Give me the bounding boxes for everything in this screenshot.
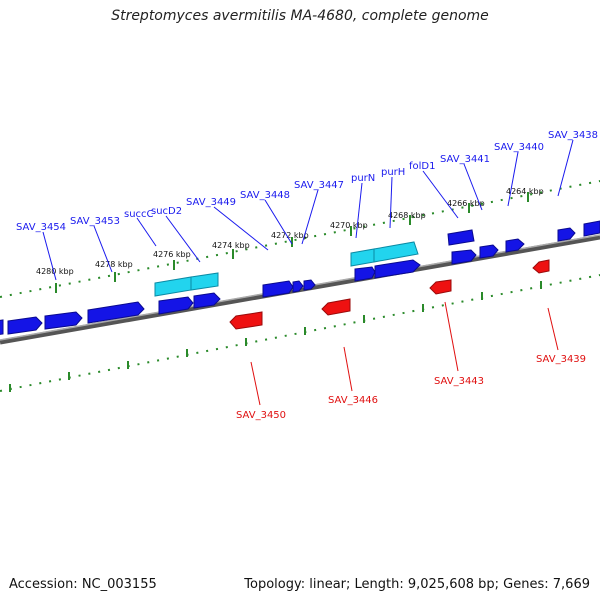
scale-label-4278: 4278 kbp <box>95 260 133 269</box>
gene-label-sav3450: SAV_3450 <box>236 410 286 421</box>
gene-label-sav3454: SAV_3454 <box>16 222 66 233</box>
tick-track-upper <box>0 180 600 298</box>
scale-label-4266: 4266 kbp <box>447 199 485 208</box>
gene-label-sav3446: SAV_3446 <box>328 395 378 406</box>
scale-label-4272: 4272 kbp <box>271 231 309 240</box>
gene-arrow[interactable] <box>87 301 145 324</box>
gene-label-sav3439: SAV_3439 <box>536 354 586 365</box>
gene-label-sucd2: sucD2 <box>151 206 182 217</box>
gene-label-sav3440: SAV_3440 <box>494 142 544 153</box>
forward-label-leaders <box>42 139 574 281</box>
map-title: Streptomyces avermitilis MA-4680, comple… <box>111 8 489 24</box>
highlight-gene-arrow[interactable] <box>154 276 192 297</box>
major-ticks-upper <box>55 192 529 293</box>
gene-label-sav3447: SAV_3447 <box>294 180 344 191</box>
major-ticks-lower <box>9 281 542 392</box>
gene-arrow[interactable] <box>292 280 304 293</box>
reverse-gene-arrow[interactable] <box>532 259 550 274</box>
gene-label-purh: purH <box>381 167 405 178</box>
scale-label-4276: 4276 kbp <box>153 250 191 259</box>
reverse-genes[interactable] <box>229 259 550 330</box>
gene-arrow[interactable] <box>303 279 316 291</box>
scale-label-4264: 4264 kbp <box>506 187 544 196</box>
gene-label-sav3438: SAV_3438 <box>548 130 598 141</box>
reverse-gene-arrow[interactable] <box>321 298 351 316</box>
gene-label-purn: purN <box>351 173 375 184</box>
gene-arrow[interactable] <box>374 259 421 279</box>
gene-label-sav3453: SAV_3453 <box>70 216 120 227</box>
genome-summary-text: Topology: linear; Length: 9,025,608 bp; … <box>244 577 590 592</box>
highlight-gene-arrow[interactable] <box>190 272 219 291</box>
highlight-gene-arrow[interactable] <box>350 248 375 267</box>
scale-label-4280: 4280 kbp <box>36 267 74 276</box>
gene-arrow[interactable] <box>354 266 376 282</box>
scale-label-4270: 4270 kbp <box>330 221 368 230</box>
gene-arrow[interactable] <box>193 292 221 309</box>
forward-genes-row-2[interactable] <box>447 220 600 246</box>
gene-arrow[interactable] <box>583 220 600 237</box>
gene-label-succc: succC <box>124 209 154 220</box>
reverse-gene-arrow[interactable] <box>429 279 452 295</box>
scale-label-4274: 4274 kbp <box>212 241 250 250</box>
gene-arrow[interactable] <box>479 244 499 259</box>
gene-arrow[interactable] <box>505 238 525 253</box>
forward-genes-row-1[interactable] <box>0 238 525 335</box>
gene-arrow[interactable] <box>557 227 576 242</box>
highlight-gene-arrow[interactable] <box>373 241 419 263</box>
reverse-label-leaders <box>250 301 559 406</box>
tick-track-lower <box>0 274 600 392</box>
reverse-gene-arrow[interactable] <box>229 311 263 330</box>
gene-label-fold1: folD1 <box>409 161 435 172</box>
scale-label-4268: 4268 kbp <box>388 211 426 220</box>
gene-label-sav3448: SAV_3448 <box>240 190 290 201</box>
gene-arrow[interactable] <box>7 316 43 335</box>
gene-arrow[interactable] <box>44 311 83 330</box>
gene-label-sav3443: SAV_3443 <box>434 376 484 387</box>
accession-text: Accession: NC_003155 <box>9 577 157 592</box>
reverse-labels: SAV_3450 SAV_3446 SAV_3443 SAV_3439 <box>236 354 586 421</box>
gene-arrow[interactable] <box>158 296 194 315</box>
highlight-genes[interactable] <box>154 241 419 297</box>
gene-arrow[interactable] <box>262 280 294 298</box>
gene-arrow[interactable] <box>0 319 4 335</box>
forward-labels: SAV_3454 SAV_3453 succC sucD2 SAV_3449 S… <box>16 130 598 233</box>
gene-label-sav3449: SAV_3449 <box>186 197 236 208</box>
gene-arrow[interactable] <box>447 229 475 246</box>
gene-label-sav3441: SAV_3441 <box>440 154 490 165</box>
gene-arrow[interactable] <box>451 249 477 265</box>
scale-labels: 4280 kbp 4278 kbp 4276 kbp 4274 kbp 4272… <box>36 187 544 276</box>
